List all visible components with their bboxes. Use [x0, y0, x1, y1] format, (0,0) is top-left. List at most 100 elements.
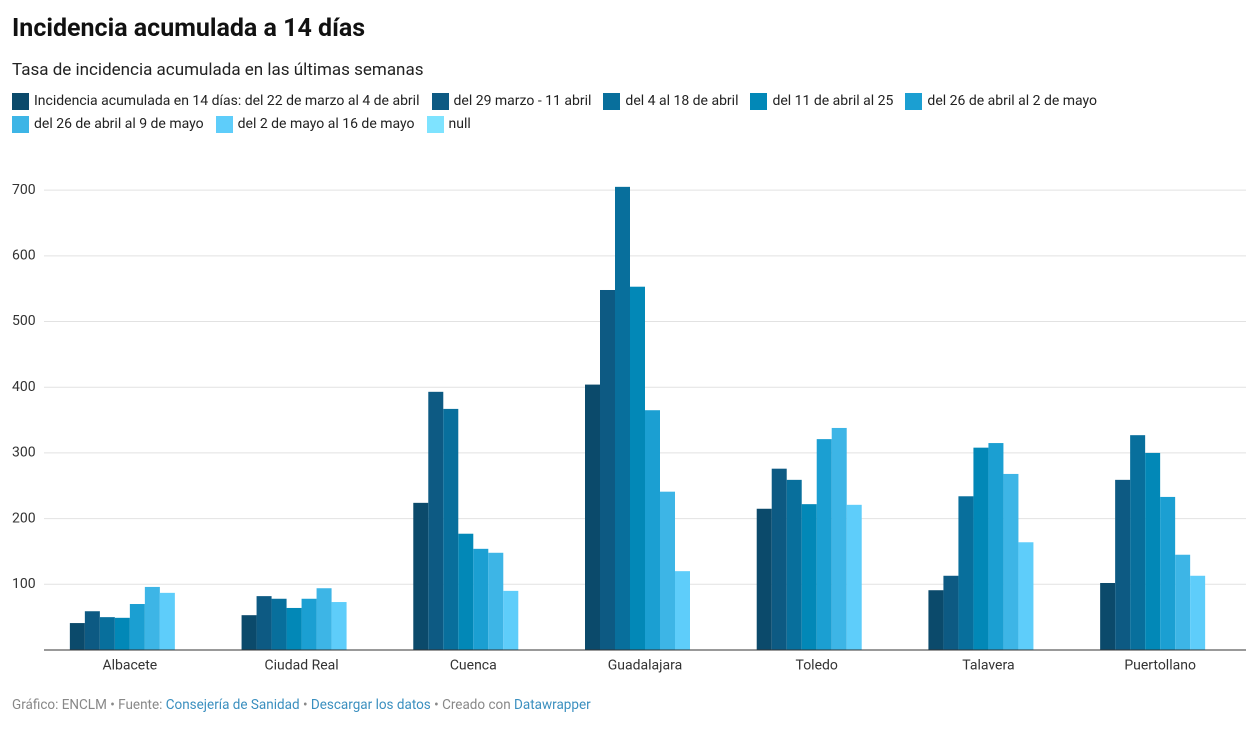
bar — [675, 571, 690, 650]
bar — [1145, 452, 1161, 650]
bar — [600, 289, 615, 650]
created-label: Creado con — [442, 697, 511, 713]
legend-label: null — [448, 116, 471, 132]
legend-swatch — [12, 115, 29, 133]
bar — [428, 391, 444, 650]
bar — [1115, 479, 1131, 650]
legend-swatch — [750, 92, 768, 110]
legend-item: null — [426, 115, 471, 133]
bar — [114, 617, 130, 650]
y-tick-label: 600 — [12, 248, 36, 264]
bar — [1190, 575, 1206, 650]
separator: • — [434, 697, 439, 713]
bar — [241, 615, 257, 650]
bar — [816, 439, 832, 650]
bar — [801, 504, 817, 650]
source-link[interactable]: Consejería de Sanidad — [165, 697, 300, 713]
bar — [831, 427, 847, 650]
x-tick-label: Albacete — [102, 658, 157, 674]
legend-swatch — [215, 115, 233, 133]
bar — [786, 479, 802, 650]
bar — [503, 590, 519, 650]
y-tick-label: 700 — [12, 182, 36, 198]
bar — [585, 384, 600, 650]
bar — [144, 586, 160, 650]
separator: • — [110, 697, 115, 713]
bar — [488, 552, 504, 650]
legend-swatch — [431, 92, 449, 110]
x-tick-label: Cuenca — [450, 658, 497, 674]
x-tick-label: Guadalajara — [608, 658, 682, 674]
x-tick-label: Toledo — [796, 658, 838, 674]
bar — [69, 623, 85, 650]
bar — [316, 588, 332, 650]
legend-label: del 29 marzo - 11 abril — [453, 93, 592, 109]
bar — [99, 617, 115, 650]
legend-item: del 26 de abril al 9 de mayo — [12, 115, 204, 133]
legend-item: del 29 marzo - 11 abril — [431, 92, 592, 110]
legend-item: del 26 de abril al 2 de mayo — [905, 92, 1097, 110]
x-tick-label: Ciudad Real — [264, 658, 338, 674]
bar — [615, 186, 630, 650]
legend-label: del 11 de abril al 25 — [772, 93, 894, 109]
bar — [256, 596, 272, 650]
byline: Gráfico: ENCLM — [12, 697, 107, 713]
y-tick-label: 400 — [12, 379, 36, 395]
legend-item: del 11 de abril al 25 — [750, 92, 893, 110]
bar — [413, 502, 429, 650]
bar — [943, 575, 959, 650]
bar — [756, 508, 772, 650]
bar — [846, 504, 862, 650]
bar — [1018, 542, 1034, 650]
bar — [1003, 473, 1019, 650]
bar — [660, 491, 675, 650]
bar — [331, 602, 347, 650]
bar — [771, 468, 787, 650]
bar — [973, 447, 989, 650]
source-label: Fuente: — [118, 697, 163, 713]
legend: Incidencia acumulada en 14 días: del 22 … — [12, 92, 1182, 133]
bar — [1100, 582, 1116, 650]
separator: • — [302, 697, 308, 713]
download-link[interactable]: Descargar los datos — [310, 697, 431, 713]
bar — [1175, 554, 1191, 650]
bar — [1130, 435, 1146, 650]
legend-item: del 4 al 18 de abril — [603, 92, 738, 110]
legend-item: del 2 de mayo al 16 de mayo — [215, 115, 415, 133]
chart-title: Incidencia acumulada a 14 días — [12, 14, 366, 43]
tool-link[interactable]: Datawrapper — [514, 697, 591, 713]
y-tick-label: 500 — [12, 313, 36, 329]
legend-label: Incidencia acumulada en 14 días: del 22 … — [34, 93, 420, 109]
chart-subtitle: Tasa de incidencia acumulada en las últi… — [12, 60, 424, 80]
bar — [630, 286, 645, 650]
x-tick-label: Talavera — [962, 658, 1014, 674]
bar — [301, 598, 317, 650]
legend-item: Incidencia acumulada en 14 días: del 22 … — [12, 92, 420, 110]
legend-swatch — [426, 115, 444, 133]
legend-label: del 26 de abril al 9 de mayo — [34, 116, 204, 132]
legend-swatch — [603, 92, 621, 110]
x-tick-label: Puertollano — [1124, 658, 1196, 674]
bar — [1160, 496, 1176, 650]
bar — [84, 611, 100, 650]
bar — [159, 592, 175, 650]
bar — [928, 590, 944, 650]
bar — [443, 408, 459, 650]
bar — [271, 598, 287, 650]
y-tick-label: 100 — [12, 576, 36, 592]
y-tick-label: 300 — [12, 445, 36, 461]
footer: Gráfico: ENCLM • Fuente: Consejería de S… — [12, 697, 591, 713]
legend-label: del 2 de mayo al 16 de mayo — [237, 116, 415, 132]
legend-label: del 4 al 18 de abril — [625, 93, 739, 109]
y-tick-label: 200 — [12, 510, 36, 526]
bar — [286, 607, 302, 650]
legend-swatch — [12, 92, 29, 110]
legend-swatch — [905, 92, 923, 110]
legend-label: del 26 de abril al 2 de mayo — [927, 93, 1098, 109]
bar — [473, 548, 489, 650]
bar — [458, 533, 474, 650]
bar — [129, 604, 145, 650]
chart: 100 200 300 400 500 600 700 Albacete Ciudad Real… — [12, 182, 1246, 674]
bar — [645, 410, 660, 650]
